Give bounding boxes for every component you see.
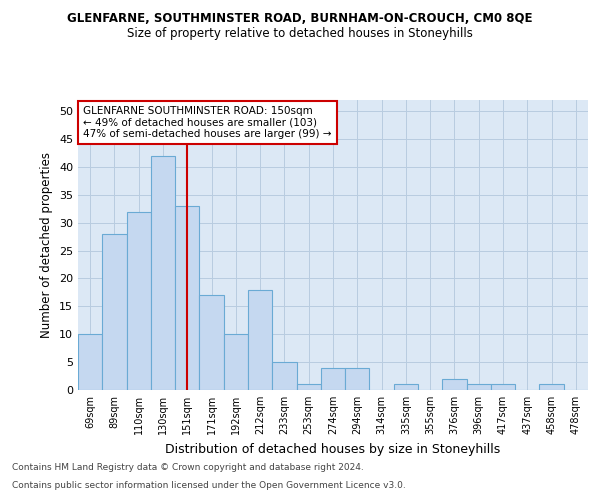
Bar xyxy=(345,368,370,390)
Bar xyxy=(151,156,175,390)
Y-axis label: Number of detached properties: Number of detached properties xyxy=(40,152,53,338)
Bar xyxy=(442,379,467,390)
X-axis label: Distribution of detached houses by size in Stoneyhills: Distribution of detached houses by size … xyxy=(166,442,500,456)
Bar xyxy=(467,384,491,390)
Bar xyxy=(102,234,127,390)
Bar xyxy=(248,290,272,390)
Bar xyxy=(539,384,564,390)
Bar xyxy=(78,334,102,390)
Bar xyxy=(224,334,248,390)
Text: Contains HM Land Registry data © Crown copyright and database right 2024.: Contains HM Land Registry data © Crown c… xyxy=(12,464,364,472)
Bar xyxy=(175,206,199,390)
Text: GLENFARNE, SOUTHMINSTER ROAD, BURNHAM-ON-CROUCH, CM0 8QE: GLENFARNE, SOUTHMINSTER ROAD, BURNHAM-ON… xyxy=(67,12,533,26)
Bar xyxy=(272,362,296,390)
Text: Contains public sector information licensed under the Open Government Licence v3: Contains public sector information licen… xyxy=(12,481,406,490)
Bar xyxy=(394,384,418,390)
Bar xyxy=(321,368,345,390)
Text: Size of property relative to detached houses in Stoneyhills: Size of property relative to detached ho… xyxy=(127,28,473,40)
Bar xyxy=(296,384,321,390)
Bar xyxy=(199,295,224,390)
Bar xyxy=(491,384,515,390)
Text: GLENFARNE SOUTHMINSTER ROAD: 150sqm
← 49% of detached houses are smaller (103)
4: GLENFARNE SOUTHMINSTER ROAD: 150sqm ← 49… xyxy=(83,106,332,139)
Bar xyxy=(127,212,151,390)
